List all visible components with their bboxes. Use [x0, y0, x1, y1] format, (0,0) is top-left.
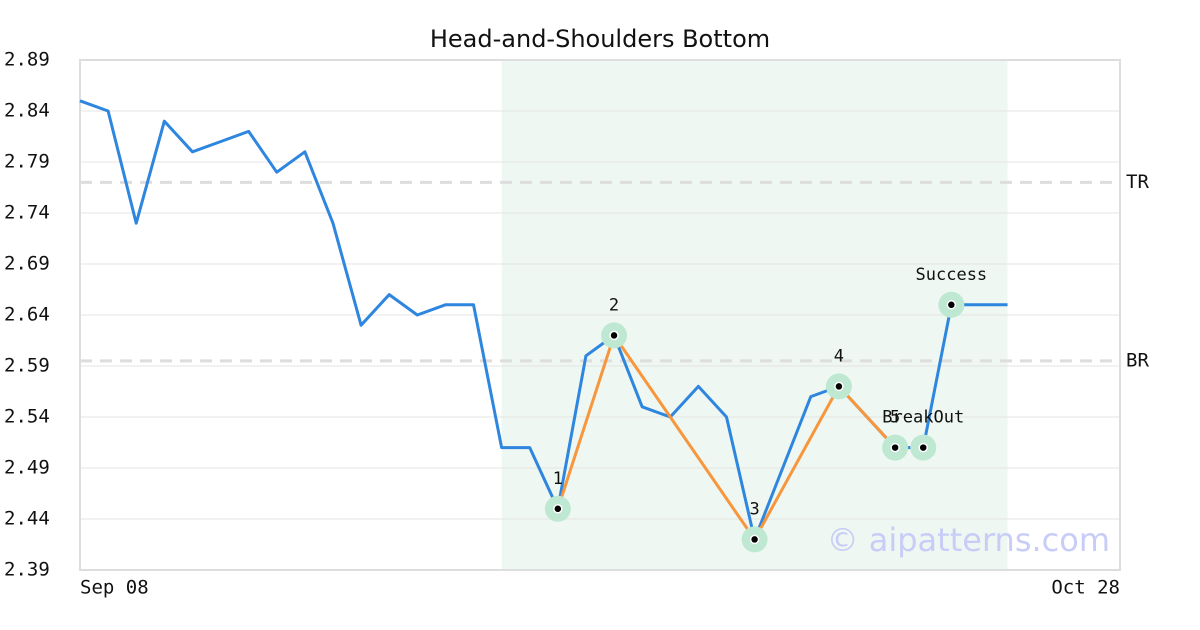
y-tick-label: 2.89 — [4, 49, 50, 71]
y-tick-label: 2.64 — [4, 304, 50, 326]
level-label: BR — [1126, 349, 1149, 371]
pattern-label: 4 — [834, 346, 844, 366]
pattern-label: Success — [916, 265, 988, 285]
plot-frame — [79, 59, 1121, 571]
x-tick-label: Oct 28 — [1051, 577, 1120, 599]
chart-title: Head-and-Shoulders Bottom — [430, 25, 770, 53]
pattern-point — [918, 442, 928, 453]
y-tick-label: 2.84 — [4, 100, 50, 122]
y-tick-label: 2.44 — [4, 508, 50, 530]
y-tick-label: 2.39 — [4, 559, 50, 581]
level-label: TR — [1126, 171, 1149, 193]
y-tick-label: 2.49 — [4, 457, 50, 479]
watermark: © aipatterns.com — [827, 521, 1110, 559]
y-tick-label: 2.59 — [4, 355, 50, 377]
pattern-point — [609, 330, 619, 341]
pattern-point — [749, 534, 760, 545]
pattern-label: 2 — [609, 295, 619, 315]
pattern-point — [946, 300, 957, 310]
pattern-point — [553, 504, 563, 514]
x-tick-label: Sep 08 — [80, 577, 149, 599]
pattern-point — [890, 442, 900, 453]
y-tick-label: 2.79 — [4, 151, 50, 173]
y-tick-label: 2.69 — [4, 253, 50, 275]
y-tick-label: 2.54 — [4, 406, 50, 428]
pattern-label: 5 — [890, 408, 900, 428]
pattern-label: 3 — [749, 499, 759, 519]
pattern-point — [834, 381, 844, 392]
pattern-label: 1 — [553, 469, 563, 489]
y-tick-label: 2.74 — [4, 202, 50, 224]
pattern-label: BreakOut — [882, 408, 964, 428]
